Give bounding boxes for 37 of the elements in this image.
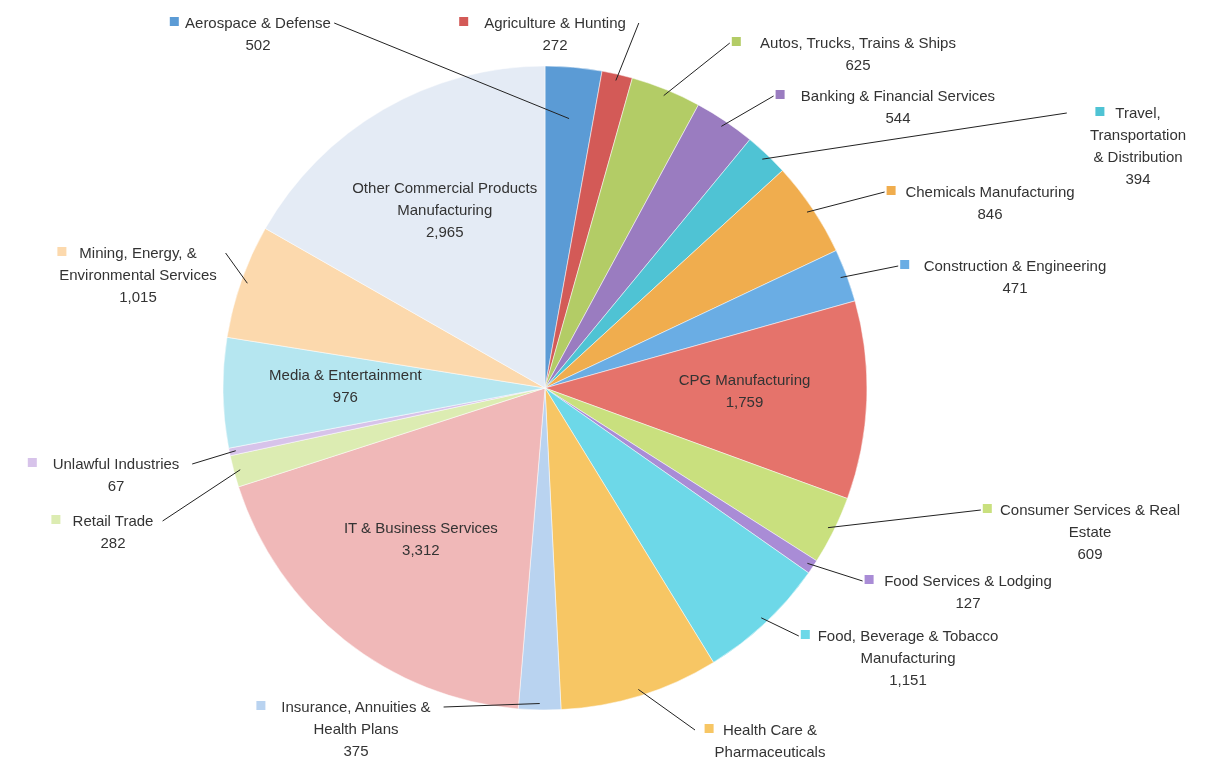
legend-label: Banking & Financial Services — [800, 87, 996, 104]
data-label: 1,015 — [119, 288, 157, 305]
slice-label: CPG Manufacturing — [678, 370, 811, 388]
legend-label: Health Care & Pharmaceuticals — [714, 721, 826, 760]
data-label: 282 — [100, 534, 126, 551]
slice-label: Media & Entertainment — [269, 365, 423, 383]
data-label: 2,965 — [425, 223, 464, 241]
data-label: 1,151 — [889, 671, 927, 688]
legend-label: Retail Trade — [72, 512, 154, 529]
legend-label: Chemicals Manufacturing — [905, 183, 1075, 200]
data-label: 976 — [332, 387, 358, 405]
legend-label: Mining, Energy, & Environmental Services — [59, 244, 217, 283]
data-label: 544 — [885, 109, 911, 126]
data-label: 1,759 — [725, 392, 764, 410]
legend-label: Food Services & Lodging — [884, 572, 1052, 589]
legend-label: Agriculture & Hunting — [484, 14, 626, 31]
legend-label: Food, Beverage & Tobacco Manufacturing — [817, 627, 999, 666]
slice-label: IT & Business Services — [343, 519, 498, 537]
data-label: 127 — [955, 594, 981, 611]
data-label: 3,312 — [402, 541, 440, 559]
slice-label: Other Commercial Products Manufacturing — [352, 179, 538, 219]
data-label: 375 — [343, 742, 369, 759]
data-label: 67 — [107, 477, 125, 494]
data-label: 846 — [977, 205, 1003, 222]
data-label: 625 — [845, 56, 871, 73]
legend-label: Unlawful Industries — [52, 455, 180, 472]
data-label: 272 — [542, 36, 568, 53]
data-label: 394 — [1125, 170, 1151, 187]
legend-label: Travel, Transportation & Distribution — [1089, 104, 1187, 165]
legend-label: Construction & Engineering — [923, 257, 1107, 274]
legend-label: Autos, Trucks, Trains & Ships — [760, 34, 956, 51]
data-label: 471 — [1002, 279, 1028, 296]
legend-label: Aerospace & Defense — [185, 14, 331, 31]
data-label: 502 — [245, 36, 271, 53]
data-label: 609 — [1077, 545, 1103, 562]
legend-label: Insurance, Annuities & Health Plans — [281, 698, 431, 737]
legend-label: Consumer Services & Real Estate — [999, 501, 1181, 540]
